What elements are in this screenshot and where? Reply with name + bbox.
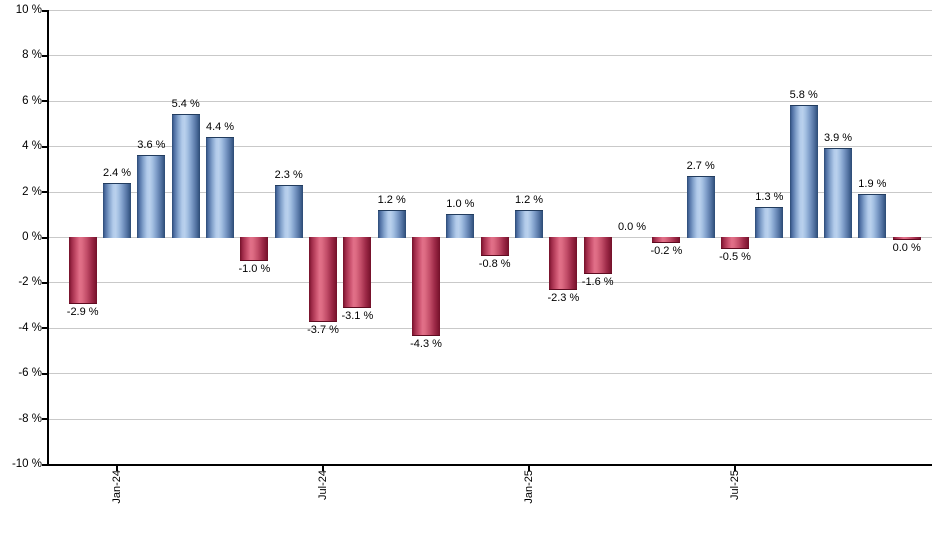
gridline bbox=[49, 146, 932, 148]
bar-value-label: 2.4 % bbox=[102, 166, 132, 179]
x-axis-line bbox=[47, 464, 932, 466]
gridline bbox=[49, 100, 932, 102]
bar-value-label: -3.1 % bbox=[341, 310, 374, 323]
bar bbox=[68, 237, 97, 304]
bar-value-label: 0.0 % bbox=[617, 221, 647, 233]
y-axis-tick bbox=[42, 327, 47, 330]
y-axis-label: 8 % bbox=[22, 49, 42, 62]
bar bbox=[789, 105, 818, 238]
bar-value-label: 1.2 % bbox=[377, 193, 406, 206]
y-axis-tick bbox=[42, 418, 47, 421]
bar bbox=[583, 237, 612, 275]
bar bbox=[515, 209, 544, 238]
y-axis-label: -10 % bbox=[11, 458, 42, 470]
y-axis-label: 6 % bbox=[22, 94, 42, 107]
bar bbox=[240, 237, 269, 261]
bar bbox=[377, 209, 406, 238]
bar bbox=[103, 182, 132, 238]
bar-value-label: 2.3 % bbox=[274, 168, 303, 181]
bar bbox=[137, 155, 166, 238]
bar bbox=[824, 148, 853, 238]
bar-value-label: 1.0 % bbox=[446, 198, 475, 211]
y-axis-label: -6 % bbox=[18, 367, 42, 380]
bar bbox=[343, 237, 372, 309]
gridline bbox=[49, 10, 932, 11]
bar bbox=[858, 193, 887, 238]
bar bbox=[721, 237, 750, 250]
bar bbox=[171, 114, 200, 238]
y-axis-tick bbox=[42, 9, 47, 12]
bar-value-label: -0.8 % bbox=[478, 258, 511, 271]
x-axis-tick bbox=[734, 466, 737, 471]
y-axis-label: 0 % bbox=[22, 231, 42, 243]
x-axis-label: Jan-25 bbox=[523, 470, 536, 504]
bar-value-label: 1.3 % bbox=[755, 191, 784, 204]
bar-value-label: -1.6 % bbox=[581, 276, 614, 289]
y-axis-label: 10 % bbox=[15, 4, 42, 16]
bar bbox=[755, 207, 784, 238]
bar-value-label: 2.7 % bbox=[686, 159, 715, 172]
y-axis-label: 2 % bbox=[22, 185, 42, 198]
y-axis-tick bbox=[42, 54, 47, 57]
bar bbox=[412, 237, 441, 336]
y-axis-tick bbox=[42, 100, 47, 103]
bar-value-label: 5.4 % bbox=[171, 98, 200, 111]
bar-value-label: -4.3 % bbox=[410, 337, 442, 350]
y-axis-tick bbox=[42, 191, 47, 194]
bar-value-label: 1.2 % bbox=[514, 193, 544, 206]
bar-value-label: 4.4 % bbox=[205, 121, 235, 134]
bar bbox=[309, 237, 338, 322]
x-axis-tick bbox=[322, 466, 325, 471]
x-axis-label: Jan-24 bbox=[111, 470, 124, 504]
y-axis-tick bbox=[42, 372, 47, 375]
y-axis-line bbox=[47, 10, 49, 466]
bar bbox=[686, 175, 715, 238]
gridline bbox=[49, 55, 932, 57]
bar bbox=[480, 237, 509, 257]
x-axis-label: Jul-25 bbox=[729, 470, 742, 500]
y-axis-tick bbox=[42, 463, 47, 466]
y-axis-label: 4 % bbox=[22, 140, 42, 153]
x-axis-tick bbox=[528, 466, 531, 471]
bar-value-label: 3.9 % bbox=[823, 132, 853, 145]
bar bbox=[652, 237, 681, 243]
bar-value-label: 5.8 % bbox=[789, 89, 818, 102]
x-axis-label: Jul-24 bbox=[317, 470, 330, 500]
y-axis-tick bbox=[42, 236, 47, 239]
gridline bbox=[49, 282, 932, 284]
gridline bbox=[49, 373, 932, 375]
bar bbox=[549, 237, 578, 291]
gridline bbox=[49, 191, 932, 193]
bar bbox=[446, 214, 475, 238]
y-axis-label: -2 % bbox=[18, 276, 42, 289]
gridline bbox=[49, 327, 932, 329]
y-axis-tick bbox=[42, 145, 47, 148]
bar-value-label: -3.7 % bbox=[307, 323, 339, 336]
bar-value-label: 1.9 % bbox=[858, 177, 887, 190]
bar-value-label: -2.9 % bbox=[66, 305, 99, 318]
y-axis-tick bbox=[42, 281, 47, 284]
bar bbox=[892, 237, 921, 240]
bar bbox=[206, 137, 235, 238]
y-axis-label: -4 % bbox=[18, 321, 42, 334]
bar-value-label: 0.0 % bbox=[892, 242, 921, 254]
bar-value-label: -1.0 % bbox=[238, 262, 271, 275]
y-axis-label: -8 % bbox=[18, 412, 42, 425]
bar bbox=[274, 184, 303, 238]
bar-value-label: 3.6 % bbox=[137, 139, 166, 152]
bar-value-label: -2.3 % bbox=[547, 292, 580, 305]
gridline bbox=[49, 418, 932, 420]
x-axis-tick bbox=[116, 466, 119, 471]
bar-value-label: -0.5 % bbox=[719, 251, 751, 264]
bar-value-label: -0.2 % bbox=[650, 244, 683, 257]
